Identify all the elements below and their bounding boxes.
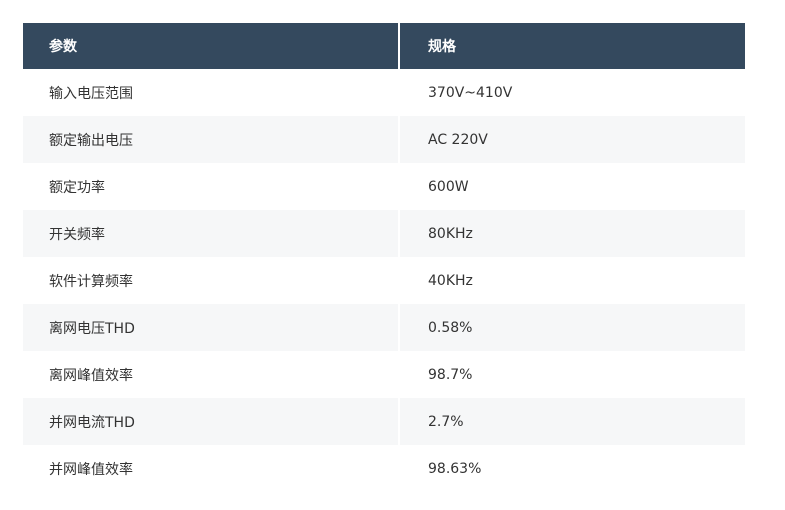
param-name: 离网电压THD [23, 304, 399, 351]
table-row: 开关频率 80KHz [23, 210, 745, 257]
param-value: 2.7% [398, 398, 745, 445]
header-spec: 规格 [398, 23, 745, 69]
param-name: 额定功率 [23, 163, 399, 210]
param-value: 98.63% [398, 445, 745, 492]
param-name: 并网电流THD [23, 398, 399, 445]
param-name: 离网峰值效率 [23, 351, 399, 398]
table-row: 输入电压范围 370V~410V [23, 69, 745, 116]
param-name: 输入电压范围 [23, 69, 399, 116]
header-param: 参数 [23, 23, 399, 69]
param-name: 额定输出电压 [23, 116, 399, 163]
param-value: 80KHz [398, 210, 745, 257]
param-value: 0.58% [398, 304, 745, 351]
param-name: 并网峰值效率 [23, 445, 399, 492]
table-row: 离网电压THD 0.58% [23, 304, 745, 351]
table-row: 并网峰值效率 98.63% [23, 445, 745, 492]
param-name: 开关频率 [23, 210, 399, 257]
table-row: 并网电流THD 2.7% [23, 398, 745, 445]
table-row: 额定输出电压 AC 220V [23, 116, 745, 163]
param-value: 370V~410V [398, 69, 745, 116]
table-row: 额定功率 600W [23, 163, 745, 210]
param-value: 98.7% [398, 351, 745, 398]
param-value: 40KHz [398, 257, 745, 304]
spec-table: 参数 规格 输入电压范围 370V~410V 额定输出电压 AC 220V 额定… [23, 23, 745, 492]
table-row: 离网峰值效率 98.7% [23, 351, 745, 398]
param-value: 600W [398, 163, 745, 210]
param-value: AC 220V [398, 116, 745, 163]
param-name: 软件计算频率 [23, 257, 399, 304]
table-header-row: 参数 规格 [23, 23, 745, 69]
table-row: 软件计算频率 40KHz [23, 257, 745, 304]
